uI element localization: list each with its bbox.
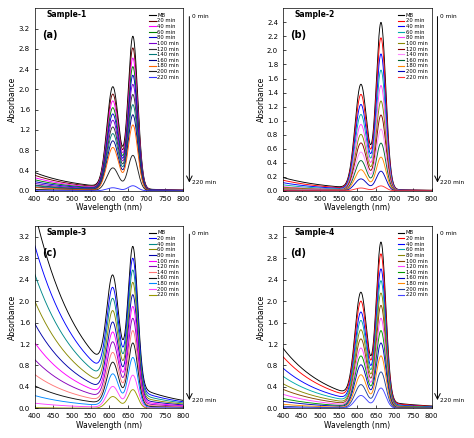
Text: 220 min: 220 min [440,398,465,403]
Y-axis label: Absorbance: Absorbance [256,295,265,340]
Legend: MB, 20 min, 40 min, 60 min, 80 min, 100 min, 120 min, 140 min, 160 min, 180 min,: MB, 20 min, 40 min, 60 min, 80 min, 100 … [396,229,429,299]
Text: 220 min: 220 min [192,398,217,403]
Text: 0 min: 0 min [440,231,457,237]
Legend: MB, 20 min, 40 min, 60 min, 80 min, 100 min, 120 min, 140 min, 160 min, 180 min,: MB, 20 min, 40 min, 60 min, 80 min, 100 … [396,11,429,81]
Text: Sample-1: Sample-1 [47,10,87,19]
Text: (b): (b) [291,30,307,40]
Text: (a): (a) [42,30,58,40]
Text: Sample-2: Sample-2 [295,10,335,19]
X-axis label: Wavelength (nm): Wavelength (nm) [76,203,142,212]
Text: 220 min: 220 min [440,180,465,185]
Legend: MB, 20 min, 40 min, 60 min, 80 min, 100 min, 120 min, 140 min, 160 min, 180 min,: MB, 20 min, 40 min, 60 min, 80 min, 100 … [148,229,181,299]
Text: 220 min: 220 min [192,180,217,185]
Text: 0 min: 0 min [192,14,209,19]
X-axis label: Wavelength (nm): Wavelength (nm) [324,420,390,430]
Text: 0 min: 0 min [440,14,457,19]
X-axis label: Wavelength (nm): Wavelength (nm) [324,203,390,212]
Text: (c): (c) [42,248,57,258]
Text: Sample-4: Sample-4 [295,228,335,237]
Y-axis label: Absorbance: Absorbance [256,77,265,122]
Text: 0 min: 0 min [192,231,209,237]
Y-axis label: Absorbance: Absorbance [9,77,18,122]
Legend: MB, 20 min, 40 min, 60 min, 80 min, 100 min, 120 min, 140 min, 160 min, 180 min,: MB, 20 min, 40 min, 60 min, 80 min, 100 … [148,11,181,81]
Text: Sample-3: Sample-3 [47,228,87,237]
Y-axis label: Absorbance: Absorbance [9,295,18,340]
X-axis label: Wavelength (nm): Wavelength (nm) [76,420,142,430]
Text: (d): (d) [291,248,306,258]
